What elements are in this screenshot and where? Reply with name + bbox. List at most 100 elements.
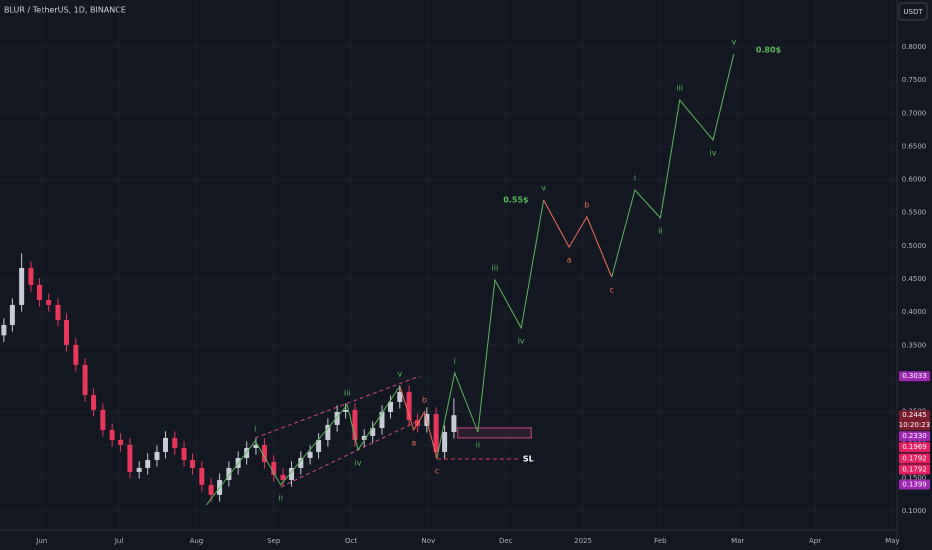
candle-body <box>442 431 448 452</box>
wave-label: v <box>541 183 546 192</box>
candle-body <box>433 413 439 452</box>
candle-body <box>226 467 232 480</box>
candle-body <box>343 409 349 412</box>
wave-label: iii <box>492 263 499 272</box>
target-label: 0.55$ <box>503 195 529 204</box>
currency-label[interactable]: USDT <box>903 8 923 16</box>
candle-body <box>199 467 205 485</box>
wave-label: iii <box>344 388 351 397</box>
x-tick-label: May <box>885 537 899 545</box>
wave-label: b <box>584 200 589 209</box>
wave-label: b <box>422 395 427 404</box>
candle-body <box>190 459 196 468</box>
y-tick-label: 0.6000 <box>902 176 927 184</box>
price-label-box <box>899 410 930 431</box>
y-tick-label: 0.4000 <box>902 308 927 316</box>
candle-body <box>82 364 88 395</box>
y-tick-label: 0.8000 <box>902 43 927 51</box>
x-tick-label: Nov <box>422 537 436 545</box>
channel-lower <box>280 419 421 488</box>
wave-label: ii <box>278 493 282 502</box>
candle-body <box>181 447 187 460</box>
wave-label: i <box>634 173 636 182</box>
wave-label: a <box>411 438 416 447</box>
candle-body <box>162 437 168 452</box>
candle-body <box>307 451 313 458</box>
wave-label: iii <box>676 84 683 93</box>
candle-body <box>154 451 160 460</box>
price-label: 0.1969 <box>902 443 927 451</box>
x-tick-label: Aug <box>190 537 204 545</box>
channel-upper <box>254 375 421 439</box>
candle-body <box>370 427 376 436</box>
y-tick-label: 0.4500 <box>902 275 927 283</box>
candle-body <box>397 391 403 402</box>
wave-label: i <box>454 356 456 365</box>
candle-body <box>127 444 133 472</box>
x-tick-label: Jul <box>114 537 124 545</box>
wave-label: a <box>567 255 572 264</box>
candle-body <box>271 461 277 475</box>
candle-body <box>46 299 52 305</box>
x-tick-label: 2025 <box>574 537 592 545</box>
wave-line <box>206 385 401 506</box>
wave-line <box>399 385 438 459</box>
price-label-box <box>899 431 930 442</box>
candle-body <box>261 444 267 462</box>
candle-body <box>118 439 124 445</box>
wave-line <box>436 199 545 459</box>
candle-body <box>9 304 15 325</box>
y-tick-label: 0.3500 <box>902 341 927 349</box>
candle-body <box>100 409 106 430</box>
candle-body <box>145 459 151 468</box>
price-label-box <box>899 479 930 490</box>
candle-body <box>298 457 304 468</box>
y-tick-label: 0.7000 <box>902 109 927 117</box>
wave-label: c <box>609 285 613 294</box>
candle-body <box>55 304 61 320</box>
wave-line <box>543 199 613 278</box>
y-tick-label: 0.6500 <box>902 142 927 150</box>
price-label-box <box>899 442 930 453</box>
candle-body <box>73 344 79 365</box>
candle-body <box>379 411 385 428</box>
candle-body <box>1 324 7 336</box>
price-label: 0.1399 <box>902 481 927 489</box>
candle-body <box>451 415 457 432</box>
wave-label: i <box>254 424 256 433</box>
target-label: 0.80$ <box>756 46 782 55</box>
candle-body <box>109 429 115 440</box>
candle-body <box>64 319 70 345</box>
currency-button[interactable] <box>898 2 928 21</box>
zone-box <box>457 427 532 439</box>
price-label-box <box>899 371 930 382</box>
candle-body <box>325 424 331 440</box>
candle-body <box>316 439 322 452</box>
wave-label: iv <box>355 458 362 467</box>
candle-body <box>28 267 34 285</box>
price-label: 0.2445 <box>902 411 927 419</box>
x-tick-label: Jun <box>35 537 47 545</box>
candle-body <box>388 401 394 412</box>
price-label: 0.1792 <box>902 454 927 462</box>
candle-body <box>280 474 286 480</box>
countdown: 10:20:23 <box>899 421 930 429</box>
candle-body <box>361 435 367 440</box>
x-tick-label: Apr <box>809 537 821 545</box>
wave-label: c <box>435 466 439 475</box>
candle-body <box>253 444 259 448</box>
candle-body <box>91 394 97 410</box>
candle-body <box>208 484 214 495</box>
x-tick-label: Dec <box>499 537 513 545</box>
price-label-box <box>899 464 930 475</box>
x-tick-label: Feb <box>654 537 667 545</box>
candle-body <box>406 391 412 420</box>
candle-body <box>36 284 42 300</box>
wave-label: iv <box>518 336 525 345</box>
candle-body <box>334 411 340 425</box>
wave-label: v <box>397 369 402 378</box>
wave-label: ii <box>476 440 480 449</box>
candle-body <box>172 437 178 448</box>
chart-title: BLUR / TetherUS, 1D, BINANCE <box>4 6 126 15</box>
